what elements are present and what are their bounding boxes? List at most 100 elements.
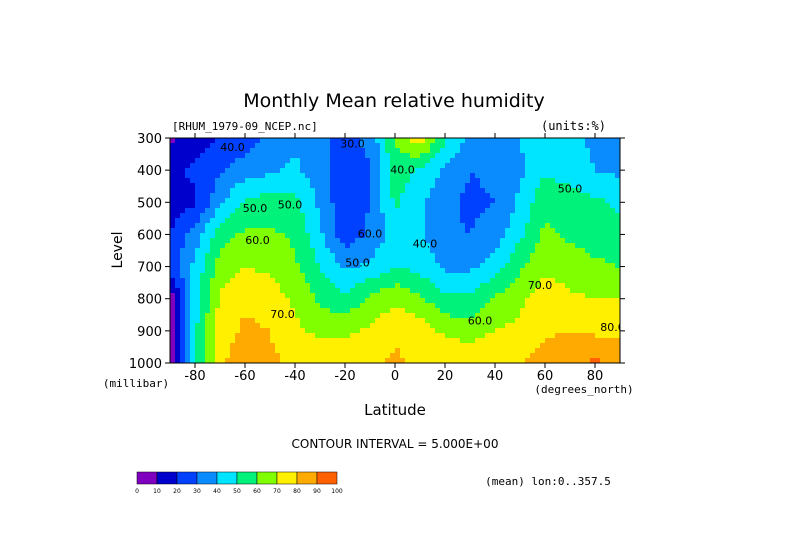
heatmap-cell: [325, 328, 331, 334]
heatmap-cell: [480, 138, 486, 144]
heatmap-cell: [570, 153, 576, 159]
heatmap-cell: [235, 323, 241, 329]
heatmap-cell: [480, 188, 486, 194]
heatmap-cell: [370, 333, 376, 339]
heatmap-cell: [290, 238, 296, 244]
heatmap-cell: [570, 278, 576, 284]
heatmap-cell: [320, 223, 326, 229]
heatmap-cell: [280, 153, 286, 159]
heatmap-cell: [520, 238, 526, 244]
heatmap-cell: [400, 248, 406, 254]
heatmap-cell: [245, 193, 251, 199]
heatmap-cell: [200, 298, 206, 304]
heatmap-cell: [270, 173, 276, 179]
heatmap-cell: [255, 138, 261, 144]
heatmap-cell: [190, 153, 196, 159]
heatmap-cell: [495, 138, 501, 144]
heatmap-cell: [240, 168, 246, 174]
heatmap-cell: [570, 268, 576, 274]
heatmap-cell: [570, 313, 576, 319]
heatmap-cell: [490, 183, 496, 189]
heatmap-cell: [190, 178, 196, 184]
heatmap-cell: [355, 188, 361, 194]
heatmap-cell: [400, 138, 406, 144]
heatmap-cell: [430, 313, 436, 319]
heatmap-cell: [525, 203, 531, 209]
heatmap-cell: [345, 233, 351, 239]
heatmap-cell: [550, 268, 556, 274]
heatmap-cell: [550, 348, 556, 354]
heatmap-cell: [465, 188, 471, 194]
heatmap-cell: [395, 278, 401, 284]
heatmap-cell: [200, 138, 206, 144]
heatmap-cell: [315, 198, 321, 204]
heatmap-cell: [345, 243, 351, 249]
heatmap-cell: [170, 158, 176, 164]
heatmap-cell: [465, 178, 471, 184]
heatmap-cell: [615, 263, 620, 269]
heatmap-cell: [360, 148, 366, 154]
heatmap-cell: [410, 358, 416, 363]
heatmap-cell: [350, 263, 356, 269]
heatmap-cell: [445, 163, 451, 169]
heatmap-cell: [280, 353, 286, 359]
heatmap-cell: [215, 228, 221, 234]
heatmap-cell: [475, 228, 481, 234]
heatmap-cell: [290, 218, 296, 224]
heatmap-cell: [410, 303, 416, 309]
heatmap-cell: [415, 268, 421, 274]
heatmap-cell: [560, 343, 566, 349]
heatmap-cell: [290, 263, 296, 269]
heatmap-cell: [445, 223, 451, 229]
heatmap-cell: [195, 323, 201, 329]
heatmap-cell: [365, 153, 371, 159]
heatmap-cell: [440, 163, 446, 169]
heatmap-cell: [210, 153, 216, 159]
heatmap-cell: [480, 143, 486, 149]
x-axis-label: Latitude: [364, 401, 426, 419]
heatmap-cell: [530, 353, 536, 359]
heatmap-cell: [235, 163, 241, 169]
heatmap-cell: [540, 218, 546, 224]
heatmap-cell: [480, 203, 486, 209]
heatmap-cell: [605, 258, 611, 264]
heatmap-cell: [610, 253, 616, 259]
heatmap-cell: [225, 198, 231, 204]
heatmap-cell: [195, 198, 201, 204]
heatmap-cell: [400, 308, 406, 314]
heatmap-cell: [615, 148, 620, 154]
heatmap-cell: [220, 278, 226, 284]
heatmap-cell: [360, 288, 366, 294]
heatmap-cell: [430, 198, 436, 204]
heatmap-cell: [590, 263, 596, 269]
heatmap-cell: [205, 288, 211, 294]
heatmap-cell: [515, 358, 521, 363]
heatmap-cell: [235, 328, 241, 334]
heatmap-cell: [175, 298, 181, 304]
heatmap-cell: [285, 303, 291, 309]
heatmap-cell: [255, 253, 261, 259]
heatmap-cell: [380, 243, 386, 249]
heatmap-cell: [335, 148, 341, 154]
heatmap-cell: [350, 323, 356, 329]
heatmap-cell: [315, 308, 321, 314]
heatmap-cell: [230, 153, 236, 159]
heatmap-cell: [230, 138, 236, 144]
heatmap-cell: [380, 313, 386, 319]
heatmap-cell: [365, 358, 371, 363]
heatmap-cell: [505, 313, 511, 319]
heatmap-cell: [220, 293, 226, 299]
heatmap-cell: [560, 318, 566, 324]
heatmap-cell: [490, 173, 496, 179]
heatmap-cell: [175, 143, 181, 149]
heatmap-cell: [280, 218, 286, 224]
heatmap-cell: [195, 283, 201, 289]
heatmap-cell: [415, 248, 421, 254]
heatmap-cell: [290, 203, 296, 209]
heatmap-cell: [255, 283, 261, 289]
heatmap-cell: [615, 273, 620, 279]
heatmap-cell: [455, 293, 461, 299]
heatmap-cell: [550, 163, 556, 169]
contour-labels: 30.040.040.050.0 50.050.060.060.060.070.0…: [220, 138, 620, 334]
colorbar-tick-label: 80: [293, 488, 301, 495]
